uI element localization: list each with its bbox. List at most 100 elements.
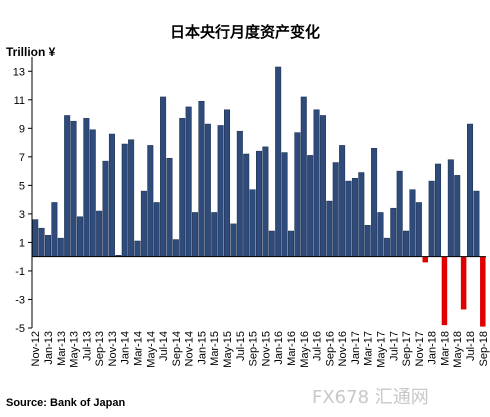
x-tick-label: Sep-18: [478, 331, 490, 366]
bar: [281, 152, 288, 257]
bar: [307, 155, 314, 257]
bar: [441, 256, 448, 326]
bar: [128, 139, 135, 257]
bar: [134, 240, 141, 257]
y-axis-unit-label: Trillion ¥: [6, 45, 56, 59]
x-tick-label: May-13: [69, 331, 81, 368]
x-tick-label: Sep-13: [94, 331, 106, 366]
bar: [108, 133, 115, 257]
y-tick-label: 5: [19, 180, 25, 192]
x-tick-label: Jul-16: [312, 331, 324, 361]
bar: [332, 162, 339, 257]
bar: [160, 96, 167, 257]
bar: [230, 223, 237, 257]
bar: [185, 106, 192, 257]
bar: [70, 120, 77, 257]
x-tick-label: Mar-14: [133, 331, 145, 366]
x-tick-label: Mar-15: [209, 331, 221, 366]
x-tick-label: Nov-14: [184, 331, 196, 366]
bar: [179, 118, 186, 257]
x-tick-label: May-15: [222, 331, 234, 368]
x-tick-label: Jan-17: [350, 331, 362, 365]
x-tick-label: Sep-14: [171, 331, 183, 366]
bar: [313, 109, 320, 257]
bar: [351, 177, 358, 257]
bar: [300, 96, 307, 257]
x-tick-label: May-14: [145, 331, 157, 368]
chart-title: 日本央行月度资产变化: [170, 23, 320, 41]
bar: [358, 172, 365, 257]
bar: [192, 212, 199, 257]
bar: [140, 190, 147, 257]
bar: [217, 125, 224, 257]
bar: [396, 170, 403, 257]
x-tick-label: Mar-17: [363, 331, 375, 366]
bars-layer: [32, 66, 486, 327]
bar: [57, 237, 64, 257]
bar: [224, 109, 231, 257]
x-tick-label: Nov-12: [30, 331, 42, 366]
bar: [147, 145, 154, 257]
bar: [268, 230, 275, 257]
bar: [249, 189, 256, 257]
bar: [377, 212, 384, 257]
bar: [447, 159, 454, 257]
bar: [38, 227, 45, 257]
y-tick-label: 1: [19, 237, 25, 249]
watermark: FX678 汇通网: [312, 387, 429, 408]
bar: [428, 180, 435, 257]
x-tick-label: Nov-15: [260, 331, 272, 366]
y-tick-label: -5: [15, 323, 25, 335]
y-tick-label: 9: [19, 123, 25, 135]
bar: [256, 150, 262, 257]
bar: [44, 235, 51, 257]
axis-layer: [28, 57, 486, 329]
bar: [102, 160, 109, 257]
bar: [294, 132, 301, 257]
x-tick-label: Mar-16: [286, 331, 298, 366]
bar: [390, 207, 397, 257]
x-tick-label: Mar-13: [56, 331, 68, 366]
x-tick-label: Jan-15: [196, 331, 208, 365]
bar: [96, 210, 103, 257]
bar: [32, 219, 39, 257]
bar: [287, 230, 294, 257]
x-tick-label: May-17: [375, 331, 387, 368]
bar: [409, 189, 416, 257]
bar: [345, 180, 352, 257]
bar: [198, 100, 205, 257]
bar: [415, 202, 422, 257]
bar: [403, 230, 410, 257]
bar: [454, 175, 461, 257]
bar: [422, 256, 428, 263]
x-tick-label: Mar-18: [439, 331, 451, 366]
x-tick-label: Sep-16: [324, 331, 336, 366]
x-tick-label: Nov-17: [414, 331, 426, 366]
x-tick-label: Jan-16: [273, 331, 285, 365]
bar: [467, 123, 474, 257]
y-tick-label: 13: [13, 66, 25, 78]
x-tick-labels: Nov-12 Jan-13 Mar-13 May-13 Jul-13 Sep-13 Nov-…: [30, 331, 490, 368]
source-note: Source: Bank of Japan: [6, 397, 125, 409]
bar: [371, 148, 378, 257]
bar: [243, 153, 250, 257]
x-tick-label: May-18: [452, 331, 464, 368]
bar: [262, 146, 269, 257]
bar: [460, 256, 467, 310]
bar: [76, 216, 83, 257]
x-tick-label: Jul-14: [158, 331, 170, 361]
y-tick-label: 3: [19, 209, 25, 221]
bar: [339, 145, 346, 257]
y-tick-label: 7: [19, 152, 25, 164]
x-tick-label: Jul-17: [388, 331, 400, 361]
bar: [51, 202, 58, 257]
x-tick-label: Sep-17: [401, 331, 413, 366]
x-tick-label: Sep-15: [248, 331, 260, 366]
bar: [153, 202, 160, 257]
y-tick-label: 11: [14, 95, 25, 107]
bar: [172, 239, 179, 257]
bar: [211, 212, 218, 257]
x-tick-label: May-16: [299, 331, 311, 368]
bar: [121, 143, 128, 257]
